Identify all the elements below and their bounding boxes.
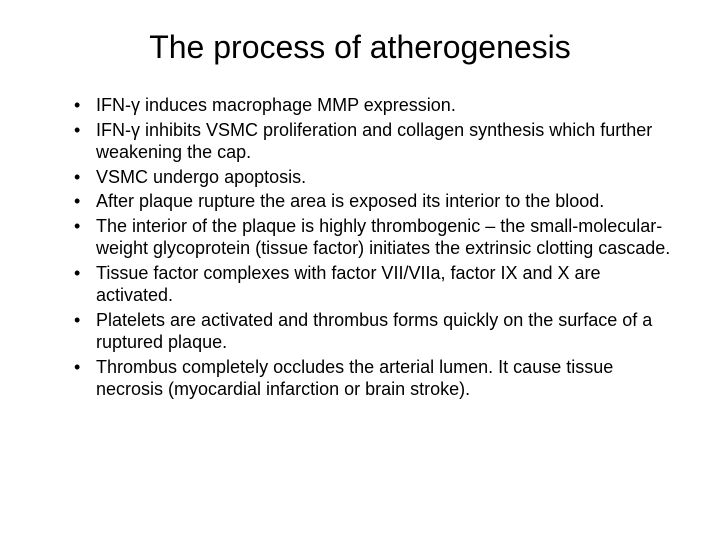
slide-title: The process of atherogenesis (40, 28, 680, 66)
list-item: IFN-γ induces macrophage MMP expression. (74, 94, 680, 117)
list-item: After plaque rupture the area is exposed… (74, 190, 680, 213)
list-item: VSMC undergo apoptosis. (74, 166, 680, 189)
list-item: The interior of the plaque is highly thr… (74, 215, 680, 260)
bullet-list: IFN-γ induces macrophage MMP expression.… (40, 94, 680, 401)
slide: The process of atherogenesis IFN-γ induc… (0, 0, 720, 540)
list-item: Thrombus completely occludes the arteria… (74, 356, 680, 401)
list-item: IFN-γ inhibits VSMC proliferation and co… (74, 119, 680, 164)
list-item: Tissue factor complexes with factor VII/… (74, 262, 680, 307)
list-item: Platelets are activated and thrombus for… (74, 309, 680, 354)
